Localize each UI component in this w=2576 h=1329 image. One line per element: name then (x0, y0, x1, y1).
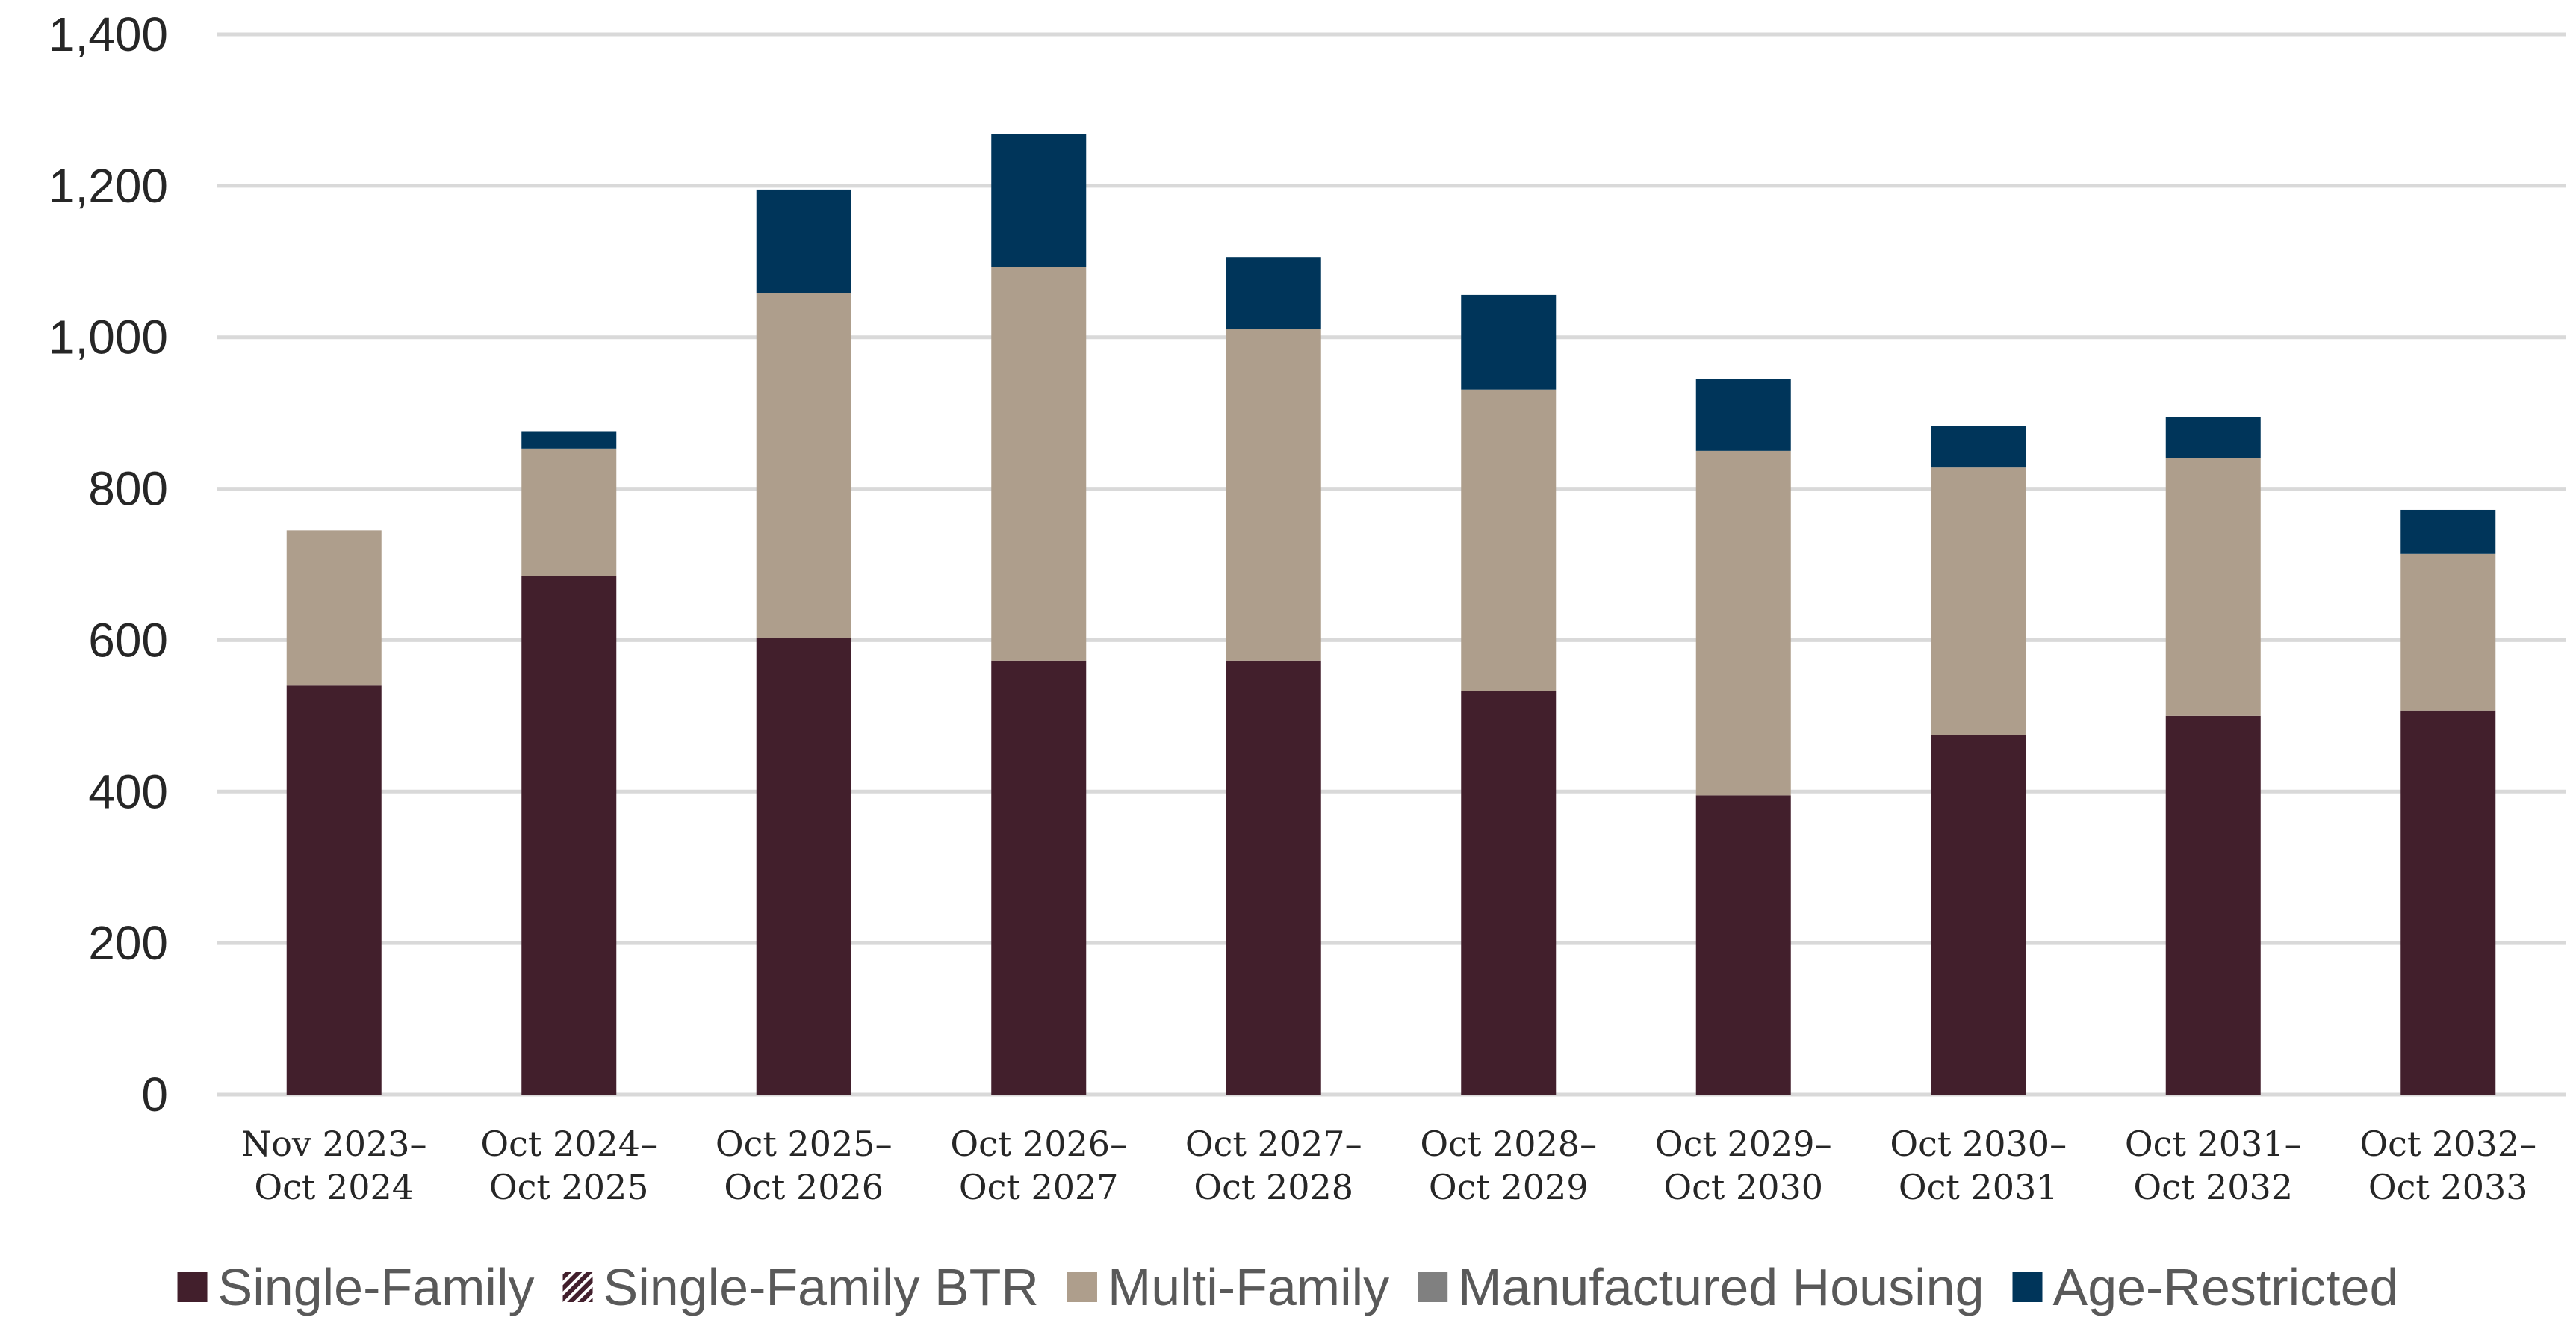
bar-age-restricted (756, 189, 851, 293)
x-tick-label: Oct 2031 (1899, 1167, 2058, 1207)
x-tick-label: Oct 2026 (724, 1167, 884, 1207)
bar-single-family (1695, 795, 1791, 1095)
legend-swatch-manufactured-housing (1418, 1272, 1448, 1302)
legend: Single-Family Single-Family BTR Multi-Fami… (177, 1258, 2399, 1316)
bar-single-family (991, 660, 1087, 1095)
bars (286, 134, 2496, 1095)
y-tick-label: 1,400 (49, 7, 168, 61)
legend-label-single-family-btr: Single-Family BTR (603, 1258, 1039, 1316)
bar-multi-family (1931, 467, 2026, 735)
y-tick-label: 800 (88, 462, 168, 516)
legend-swatch-age-restricted (2012, 1272, 2043, 1302)
x-tick-label: Oct 2030– (1890, 1124, 2067, 1164)
bar-age-restricted (1226, 257, 1321, 329)
legend-label-multi-family: Multi-Family (1108, 1258, 1389, 1316)
x-tick-label: Oct 2027 (959, 1167, 1119, 1207)
x-tick-label: Oct 2025 (489, 1167, 649, 1207)
bar-multi-family (1461, 389, 1557, 691)
bar-multi-family (521, 448, 617, 576)
legend-label-age-restricted: Age-Restricted (2053, 1258, 2399, 1316)
y-tick-label: 200 (88, 916, 168, 970)
y-tick-label: 0 (141, 1068, 168, 1121)
x-tick-label: Oct 2032– (2359, 1124, 2536, 1164)
bar-age-restricted (1461, 294, 1557, 390)
bar-multi-family (286, 530, 382, 686)
bar-single-family (2165, 715, 2261, 1095)
bar-multi-family (1695, 450, 1791, 796)
bar-age-restricted (991, 134, 1087, 267)
bar-single-family (756, 638, 851, 1095)
x-tick-label: Oct 2029– (1655, 1124, 1832, 1164)
x-tick-label: Oct 2030 (1663, 1167, 1823, 1207)
bar-single-family (286, 685, 382, 1095)
x-tick-label: Oct 2033 (2368, 1167, 2528, 1207)
bar-age-restricted (2400, 509, 2496, 554)
legend-swatch-multi-family (1067, 1272, 1097, 1302)
bar-age-restricted (1931, 426, 2026, 468)
legend-label-single-family: Single-Family (218, 1258, 535, 1316)
bar-multi-family (756, 293, 851, 638)
y-axis-ticks: 0 200 400 600 800 1,000 1,200 1,400 (49, 7, 168, 1121)
legend-swatch-single-family-btr (562, 1272, 593, 1302)
x-tick-label: Oct 2024– (480, 1124, 657, 1164)
x-tick-label: Oct 2032 (2133, 1167, 2293, 1207)
legend-swatch-single-family (177, 1272, 208, 1302)
bar-single-family (521, 576, 617, 1095)
x-tick-label: Nov 2023– (241, 1124, 427, 1164)
x-tick-label: Oct 2031– (2125, 1124, 2302, 1164)
bar-age-restricted (2165, 417, 2261, 458)
x-tick-label: Oct 2024 (254, 1167, 414, 1207)
bar-single-family (2400, 710, 2496, 1095)
bar-multi-family (2400, 553, 2496, 711)
x-tick-label: Oct 2028 (1194, 1167, 1353, 1207)
x-tick-label: Oct 2028– (1420, 1124, 1597, 1164)
y-tick-label: 600 (88, 613, 168, 667)
x-tick-label: Oct 2026– (950, 1124, 1127, 1164)
legend-label-manufactured-housing: Manufactured Housing (1458, 1258, 1984, 1316)
bar-multi-family (991, 267, 1087, 661)
bar-multi-family (2165, 458, 2261, 716)
y-tick-label: 400 (88, 765, 168, 818)
x-tick-label: Oct 2029 (1429, 1167, 1589, 1207)
bar-single-family (1226, 660, 1321, 1095)
bar-single-family (1461, 691, 1557, 1095)
y-tick-label: 1,200 (49, 159, 168, 213)
x-tick-label: Oct 2027– (1185, 1124, 1362, 1164)
bar-single-family (1931, 735, 2026, 1095)
bar-age-restricted (1695, 379, 1791, 451)
bar-multi-family (1226, 329, 1321, 661)
y-tick-label: 1,000 (49, 311, 168, 364)
bar-age-restricted (521, 431, 617, 449)
x-tick-label: Oct 2025– (716, 1124, 893, 1164)
x-axis-ticks: Nov 2023–Oct 2024 Oct 2024–Oct 2025 Oct 20… (241, 1124, 2536, 1207)
